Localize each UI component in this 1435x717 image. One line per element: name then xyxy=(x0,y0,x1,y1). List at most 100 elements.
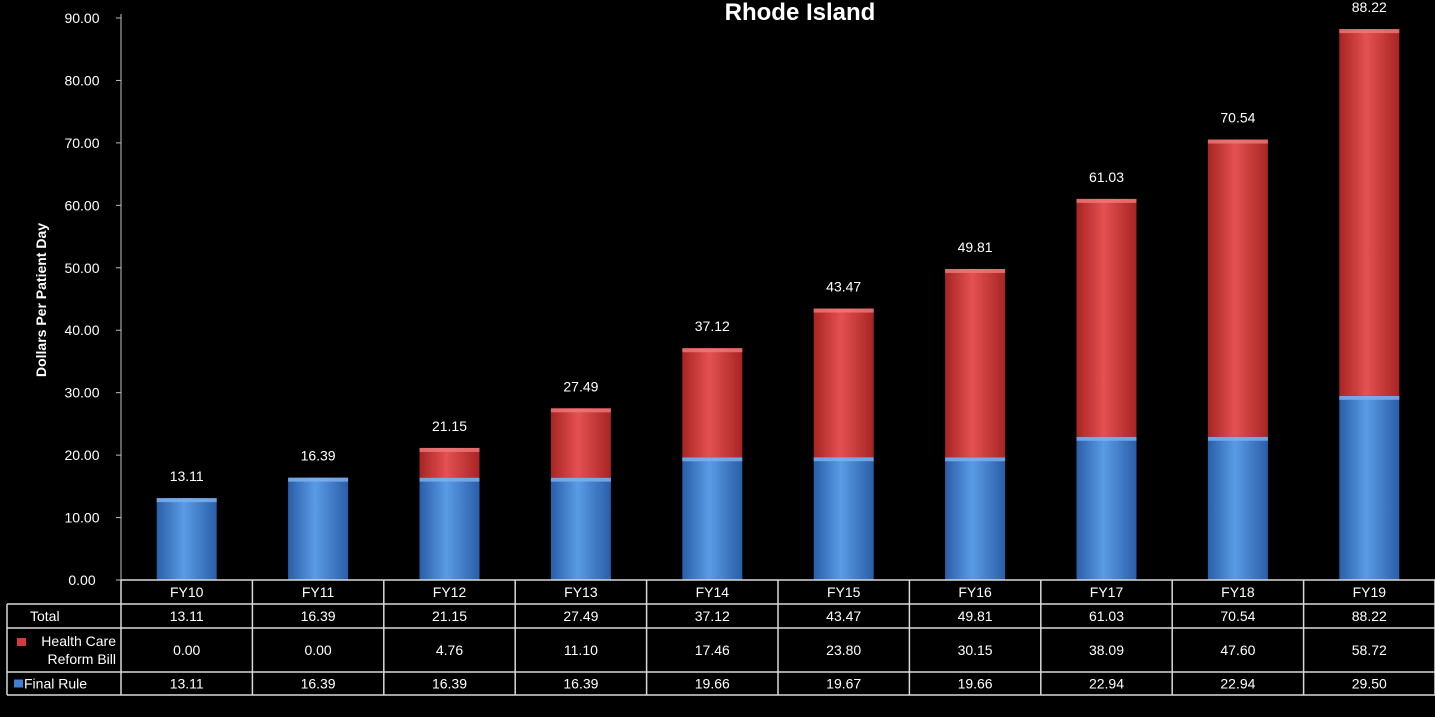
table-cell-value: 22.94 xyxy=(1220,676,1255,692)
table-cell-value: 0.00 xyxy=(173,642,200,658)
x-tick-label: FY12 xyxy=(433,584,467,600)
bar-final-rule-cap xyxy=(288,477,349,482)
bar-health-care-reform xyxy=(945,268,1006,458)
x-tick-label: FY18 xyxy=(1221,584,1255,600)
row-header-label: Health Care xyxy=(41,633,116,649)
x-tick-label: FY16 xyxy=(958,584,992,600)
bar-final-rule xyxy=(1207,436,1268,580)
row-header-label: Final Rule xyxy=(24,676,87,692)
table-cell-value: 22.94 xyxy=(1089,676,1124,692)
bar-final-rule-cap xyxy=(419,477,480,482)
y-tick-label: 20.00 xyxy=(64,447,99,463)
table-cell-value: 4.76 xyxy=(436,642,463,658)
bar-health-care-reform xyxy=(419,447,480,478)
bar-final-rule-cap xyxy=(1207,436,1268,441)
y-tick-label: 30.00 xyxy=(64,385,99,401)
chart-title: Rhode Island xyxy=(725,0,876,26)
table-cell-value: 37.12 xyxy=(695,608,730,624)
table-cell-value: 16.39 xyxy=(301,676,336,692)
row-header-label: Total xyxy=(30,608,60,624)
total-data-label: 49.81 xyxy=(958,239,993,255)
bar-final-rule-cap xyxy=(1339,395,1400,400)
bar-health-care-reform-cap xyxy=(419,447,480,452)
table-cell-value: 21.15 xyxy=(432,608,467,624)
x-tick-label: FY13 xyxy=(564,584,598,600)
total-data-label: 13.11 xyxy=(170,468,204,484)
table-cell-value: 29.50 xyxy=(1352,676,1387,692)
y-tick-label: 0.00 xyxy=(68,572,95,588)
bar-final-rule-cap xyxy=(1076,436,1137,441)
total-data-label: 27.49 xyxy=(563,378,598,394)
bar-final-rule xyxy=(156,498,217,580)
legend-swatch xyxy=(17,638,26,646)
table-cell-value: 23.80 xyxy=(826,642,861,658)
bar-final-rule xyxy=(1339,395,1400,580)
bar-health-care-reform-cap xyxy=(1339,29,1400,34)
bar-health-care-reform xyxy=(1076,198,1137,437)
bar-final-rule-cap xyxy=(813,457,874,462)
total-data-label: 61.03 xyxy=(1089,169,1124,185)
bar-final-rule-cap xyxy=(682,457,743,462)
table-cell-value: 49.81 xyxy=(958,608,993,624)
table-cell-value: 38.09 xyxy=(1089,642,1124,658)
x-tick-label: FY10 xyxy=(170,584,204,600)
y-tick-label: 50.00 xyxy=(64,260,99,276)
table-cell-value: 16.39 xyxy=(432,676,467,692)
bar-final-rule-cap xyxy=(156,498,217,503)
table-cell-value: 88.22 xyxy=(1352,608,1387,624)
table-cell-value: 30.15 xyxy=(958,642,993,658)
legend-swatch xyxy=(14,679,23,688)
table-cell-value: 43.47 xyxy=(826,608,861,624)
table-cell-value: 0.00 xyxy=(304,642,331,658)
x-tick-label: FY17 xyxy=(1090,584,1124,600)
bar-health-care-reform xyxy=(813,308,874,458)
bar-health-care-reform-cap xyxy=(945,268,1006,273)
table-cell-value: 19.66 xyxy=(958,676,993,692)
table-cell-value: 13.11 xyxy=(170,608,204,624)
y-axis-label: Dollars Per Patient Day xyxy=(33,223,49,377)
total-data-label: 16.39 xyxy=(301,448,336,464)
y-tick-label: 90.00 xyxy=(64,10,99,26)
total-data-label: 88.22 xyxy=(1352,0,1387,15)
table-cell-value: 70.54 xyxy=(1220,608,1255,624)
bar-health-care-reform xyxy=(682,348,743,458)
bar-health-care-reform-cap xyxy=(813,308,874,313)
y-tick-label: 70.00 xyxy=(64,135,99,151)
table-cell-value: 16.39 xyxy=(301,608,336,624)
total-data-label: 70.54 xyxy=(1220,110,1255,126)
table-cell-value: 58.72 xyxy=(1352,642,1387,658)
table-cell-value: 19.67 xyxy=(826,676,861,692)
row-header-label: Reform Bill xyxy=(48,651,116,667)
x-tick-label: FY15 xyxy=(827,584,861,600)
total-data-label: 21.15 xyxy=(432,418,467,434)
table-cell-value: 47.60 xyxy=(1220,642,1255,658)
y-tick-label: 60.00 xyxy=(64,197,99,213)
bar-final-rule-cap xyxy=(550,477,611,482)
bar-final-rule-cap xyxy=(945,457,1006,462)
bar-final-rule xyxy=(682,457,743,580)
bar-health-care-reform-cap xyxy=(682,348,743,353)
bar-health-care-reform xyxy=(1207,139,1268,437)
bar-health-care-reform xyxy=(550,408,611,478)
total-data-label: 37.12 xyxy=(695,318,730,334)
x-tick-label: FY19 xyxy=(1353,584,1387,600)
y-tick-label: 10.00 xyxy=(64,510,99,526)
table-cell-value: 17.46 xyxy=(695,642,730,658)
bar-final-rule xyxy=(419,477,480,580)
bar-final-rule xyxy=(945,457,1006,580)
total-data-label: 43.47 xyxy=(826,279,861,295)
bar-health-care-reform-cap xyxy=(1076,198,1137,203)
y-tick-label: 40.00 xyxy=(64,322,99,338)
x-tick-label: FY14 xyxy=(696,584,730,600)
bar-health-care-reform-cap xyxy=(1207,139,1268,144)
bar-final-rule xyxy=(813,457,874,580)
table-cell-value: 16.39 xyxy=(563,676,598,692)
bar-final-rule xyxy=(550,477,611,580)
table-cell-value: 19.66 xyxy=(695,676,730,692)
bar-health-care-reform-cap xyxy=(550,408,611,413)
table-cell-value: 11.10 xyxy=(564,642,598,658)
bar-final-rule xyxy=(288,477,349,580)
x-tick-label: FY11 xyxy=(302,584,335,600)
